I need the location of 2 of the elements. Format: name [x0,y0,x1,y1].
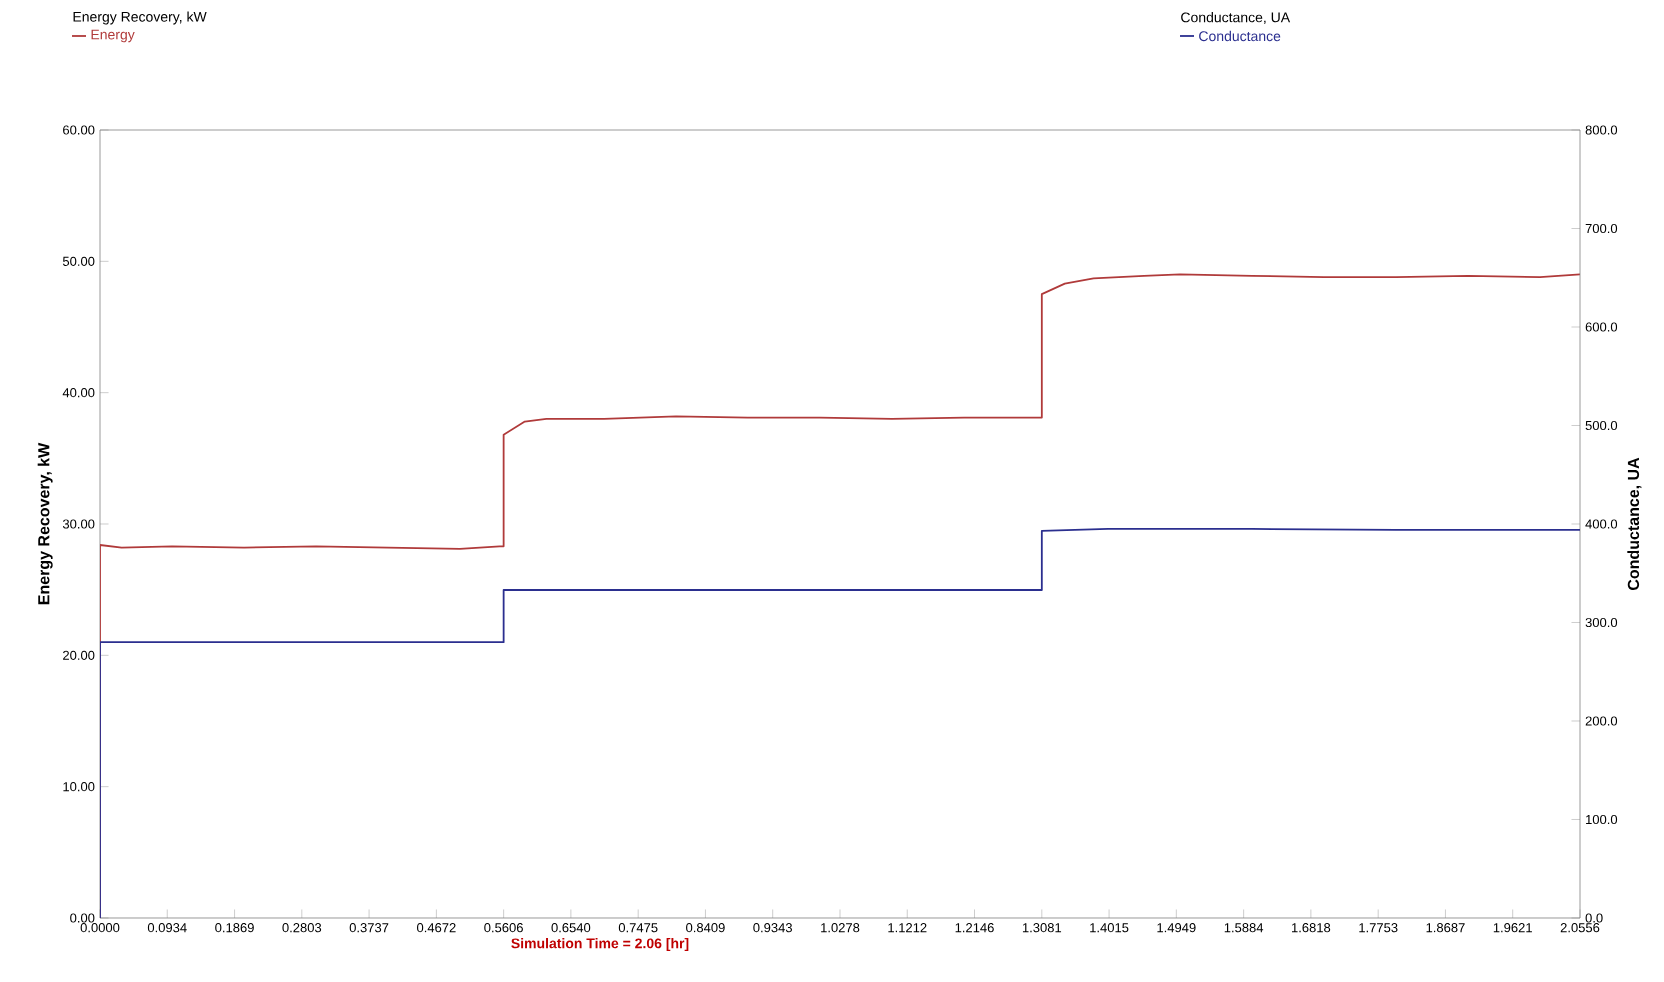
y-axis-title: Energy Recovery, kW [37,442,53,605]
y2-axis-title: Conductance, UA [1627,457,1642,591]
